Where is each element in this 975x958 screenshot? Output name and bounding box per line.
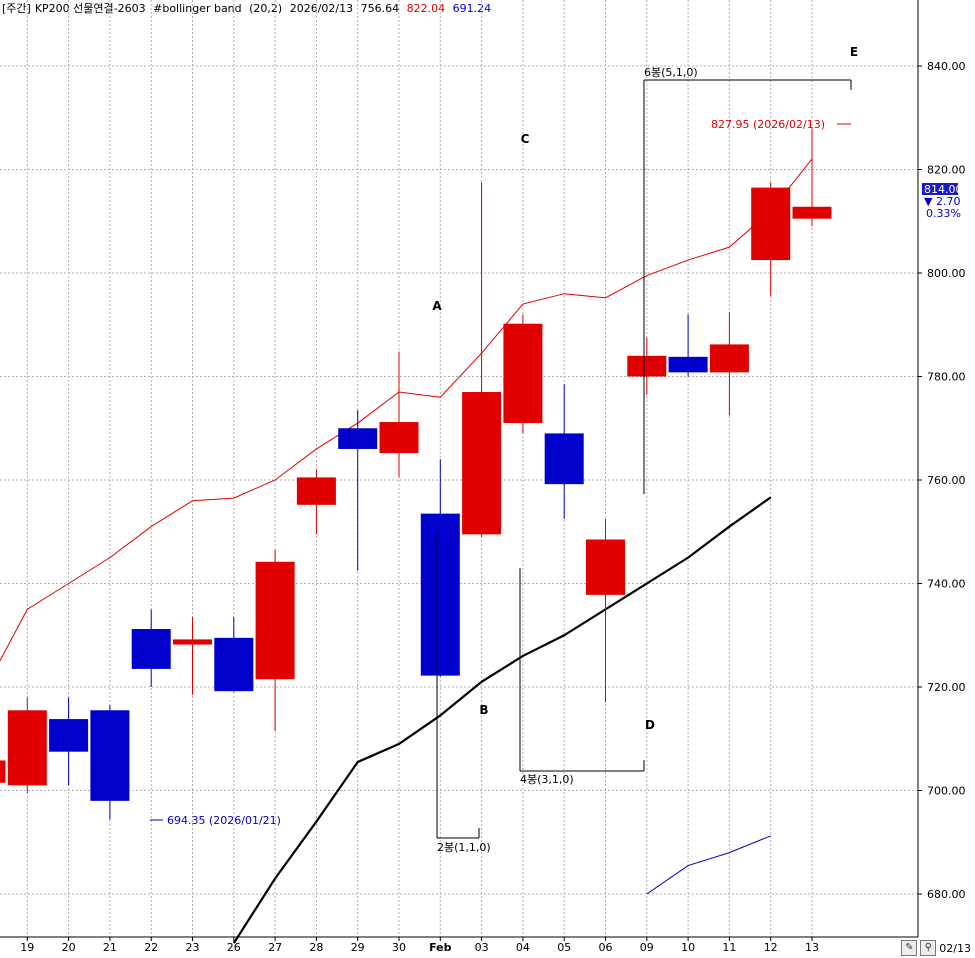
annot-count-2: 2봉(1,1,0) (437, 841, 491, 854)
high-price-label: 827.95 (2026/02/13) (711, 118, 825, 131)
annot-label-a: A (432, 299, 442, 313)
x-tick-label: 27 (268, 941, 282, 954)
y-tick-label: 680.00 (927, 888, 966, 901)
x-tick-label: 28 (309, 941, 323, 954)
bollinger-bands (0, 158, 813, 944)
annot-label-c: C (521, 132, 530, 146)
candle-body (0, 760, 6, 783)
annot-label-e: E (850, 45, 858, 59)
x-tick-label: 22 (144, 941, 158, 954)
indicator-label: #bollinger band (153, 2, 242, 15)
header-date: 2026/02/13 (289, 2, 354, 15)
upper-band-value: 822.04 (406, 2, 446, 15)
candle-body (296, 477, 336, 505)
x-tick-label: 21 (103, 941, 117, 954)
x-tick-label: 13 (805, 941, 819, 954)
price-change: ▼ 2.70 (924, 195, 960, 208)
y-tick-label: 760.00 (927, 474, 966, 487)
x-tick-label: 20 (62, 941, 76, 954)
candle-body (668, 356, 708, 373)
y-tick-label: 740.00 (927, 578, 966, 591)
grid-layer (0, 0, 918, 937)
low-price-label: 694.35 (2026/01/21) (167, 814, 281, 827)
candle-body (214, 637, 254, 692)
candle-body (420, 513, 460, 676)
candle-body (586, 539, 625, 595)
indicator-params: (20,2) (249, 2, 283, 15)
candle-body (90, 710, 130, 801)
period-label: [주간] (2, 2, 31, 15)
candle-body (709, 344, 749, 373)
x-tick-label: Feb (429, 941, 452, 954)
candle-body (7, 710, 47, 786)
x-tick-label: 05 (557, 941, 571, 954)
x-tick-label: 06 (599, 941, 613, 954)
y-tick-label: 840.00 (927, 60, 966, 73)
chart-footer-tools: ✎ ⚲ 02/13 (901, 938, 975, 958)
candle-body (379, 422, 419, 454)
candle-body (255, 561, 295, 680)
annot-count-6: 6봉(5,1,0) (644, 66, 698, 79)
candle-body (751, 187, 791, 261)
last-price-tag (922, 183, 958, 195)
x-tick-label: 04 (516, 941, 530, 954)
band-lower (646, 835, 771, 895)
candle-body (792, 206, 832, 219)
x-tick-label: 11 (722, 941, 736, 954)
x-tick-label: 23 (186, 941, 200, 954)
candle-body (338, 428, 378, 449)
candle-body (131, 629, 171, 669)
x-tick-label: 30 (392, 941, 406, 954)
candle-body (49, 719, 89, 752)
annot-count-4: 4봉(3,1,0) (520, 773, 574, 786)
candle-body (173, 639, 212, 645)
edit-icon[interactable]: ✎ (901, 940, 918, 956)
candle-body (627, 355, 667, 377)
x-tick-label: 29 (351, 941, 365, 954)
candle-body (544, 433, 584, 485)
annot-label-b: B (479, 703, 488, 717)
zoom-icon[interactable]: ⚲ (920, 940, 937, 956)
last-price-panel: 814.00 ▼ 2.70 0.33% (922, 183, 963, 220)
annotations: 2봉(1,1,0) 4봉(3,1,0) 6봉(5,1,0) A B C D E … (150, 45, 858, 854)
x-tick-label: 03 (475, 941, 489, 954)
y-tick-label: 720.00 (927, 681, 966, 694)
band-mid (232, 496, 772, 944)
candle-body (503, 323, 543, 424)
x-tick-label: 26 (227, 941, 241, 954)
mid-band-value: 756.64 (360, 2, 400, 15)
y-tick-label: 800.00 (927, 267, 966, 280)
x-tick-label: 12 (764, 941, 778, 954)
y-tick-label: 820.00 (927, 164, 966, 177)
x-tick-label: 10 (681, 941, 695, 954)
candles (0, 128, 832, 820)
annot-label-d: D (645, 718, 655, 732)
candle-body (462, 392, 502, 535)
footer-date-label: 02/13 (939, 941, 971, 955)
y-tick-label: 780.00 (927, 371, 966, 384)
x-tick-label: 19 (20, 941, 34, 954)
price-change-pct: 0.33% (926, 207, 961, 220)
y-tick-label: 700.00 (927, 785, 966, 798)
x-tick-label: 09 (640, 941, 654, 954)
last-price-value: 814.00 (924, 183, 963, 196)
symbol-label: KP200 선물연결-2603 (34, 2, 146, 15)
